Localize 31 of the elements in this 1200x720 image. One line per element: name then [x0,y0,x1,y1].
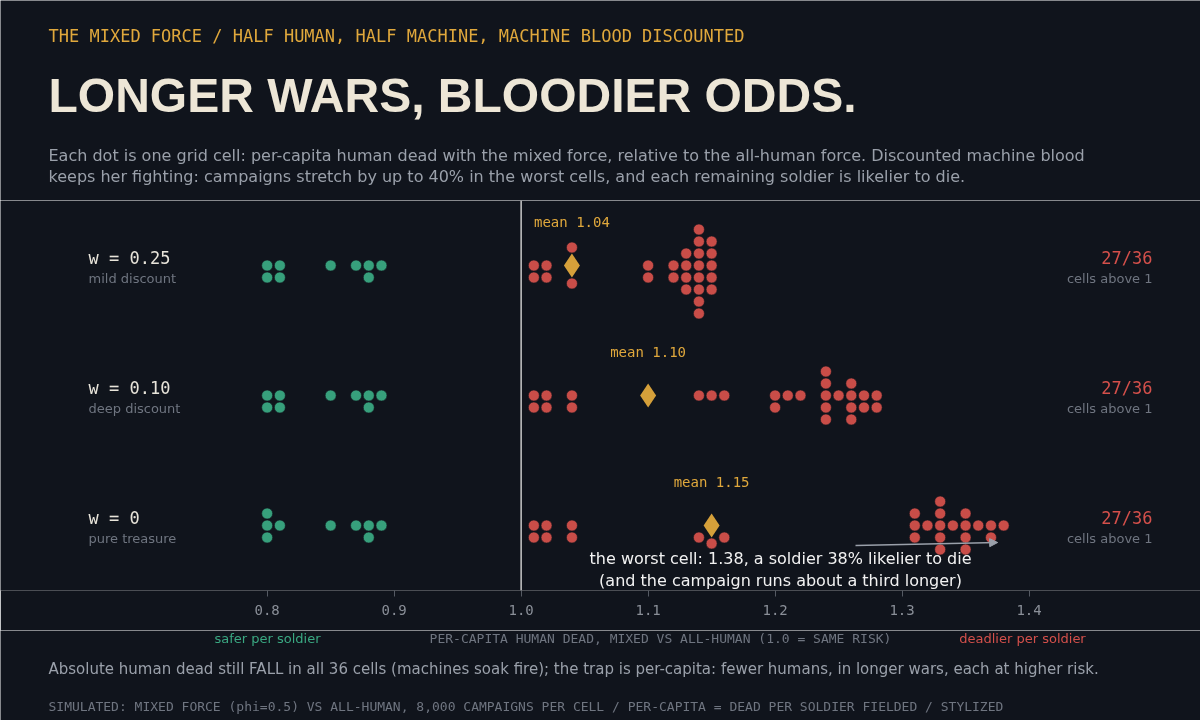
annotation: cells above 1 [1066,531,1153,546]
annotation: mean 1.10 [610,343,687,360]
x-tick-label: 0.9 [381,601,407,618]
annotation: cells above 1 [1066,271,1153,286]
y-tick-label: w = 0.10 [88,377,171,398]
text: SIMULATED: MIXED FORCE (phi=0.5) VS ALL-HUMAN, 8,000 CAMPAIGNS PER CELL / PER-CAPITA = DEAD PER SOLDIER FIELDED / STYLIZED [48,699,1004,714]
text: deadlier per soldier [959,631,1087,646]
x-tick-label: 1.3 [889,601,915,618]
annotation: 27/36 [1101,377,1153,398]
annotation: mean 1.04 [534,213,610,230]
annotation: mean 1.15 [673,473,750,490]
x-tick-label: 1.4 [1016,601,1042,618]
annotation: cells above 1 [1066,401,1153,416]
text: safer per soldier [214,631,322,646]
x-tick-label: 1.1 [635,601,661,618]
y-tick-label: w = 0 [88,507,140,528]
text: Absolute human dead still FALL in all 36 cells (machines soak fire); the trap is per-capita: fewer humans, in longer wars, each at higher risk. [48,659,1099,678]
y-tick-label: w = 0.25 [88,247,171,268]
annotation: deep discount [88,401,181,416]
x-tick-label: 1.0 [508,601,534,618]
annotation: 27/36 [1101,247,1153,268]
chart-title: LONGER WARS, BLOODIER ODDS. [48,69,857,122]
x-tick-label: 0.8 [254,601,280,618]
chart-subtitle: Each dot is one grid cell: per-capita human dead with the mixed force, relative to the all-human force. Discounted machine blood keeps her fighting: campaigns stretch by up to 40% in the worst cells, and each remaining soldier is likelier to die. [48,146,1085,186]
x-tick-label: 1.2 [762,601,788,618]
annotation: the worst cell: 1.38, a soldier 38% likelier to die (and the campaign runs about a third longer) [589,549,972,590]
annotation: mild discount [88,271,177,286]
text: THE MIXED FORCE / HALF HUMAN, HALF MACHINE, MACHINE BLOOD DISCOUNTED [48,25,745,46]
annotation: 27/36 [1101,507,1153,528]
annotation: pure treasure [88,531,177,546]
x-axis-title: PER-CAPITA HUMAN DEAD, MIXED VS ALL-HUMAN (1.0 = SAME RISK) [429,631,892,646]
